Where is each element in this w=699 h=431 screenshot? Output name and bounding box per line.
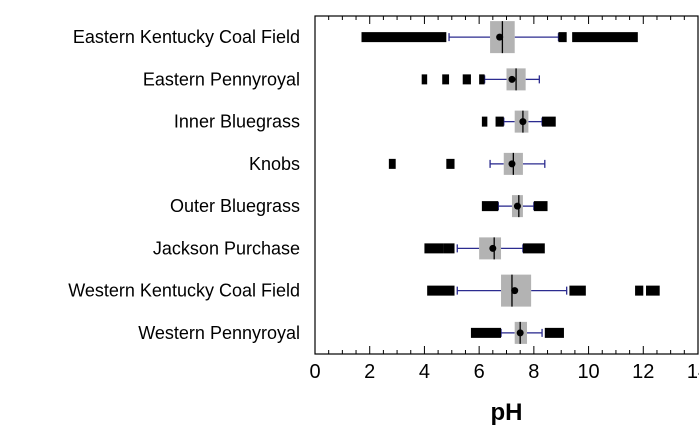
- category-label: Western Kentucky Coal Field: [68, 281, 300, 301]
- mean-marker: [519, 118, 527, 126]
- outlier-mark: [361, 32, 447, 43]
- mean-marker: [516, 329, 524, 337]
- x-tick-label: 6: [474, 361, 485, 383]
- outlier-mark: [446, 158, 455, 169]
- x-tick-label: 8: [528, 361, 539, 383]
- outlier-mark: [442, 74, 450, 85]
- outlier-mark: [443, 243, 455, 254]
- mean-marker: [508, 160, 516, 168]
- outlier-mark: [421, 74, 428, 85]
- category-label: Western Pennyroyal: [138, 323, 300, 343]
- outlier-mark: [544, 327, 564, 338]
- mean-marker: [489, 244, 497, 252]
- mean-marker: [513, 202, 521, 210]
- category-label: Jackson Purchase: [153, 238, 300, 258]
- x-tick-label: 0: [309, 361, 320, 383]
- outlier-mark: [569, 285, 586, 296]
- outlier-mark: [462, 74, 471, 85]
- outlier-mark: [470, 327, 502, 338]
- outlier-mark: [424, 243, 444, 254]
- category-label: Knobs: [249, 154, 300, 174]
- mean-marker: [511, 287, 519, 295]
- outlier-mark: [481, 116, 488, 127]
- outlier-mark: [481, 201, 499, 212]
- category-label: Eastern Pennyroyal: [143, 69, 300, 89]
- outlier-mark: [558, 32, 567, 43]
- x-tick-label: 10: [577, 361, 599, 383]
- x-tick-label: 14: [687, 361, 699, 383]
- x-axis-title: pH: [491, 399, 523, 426]
- outlier-mark: [542, 116, 556, 127]
- mean-marker: [496, 33, 504, 41]
- mean-marker: [508, 75, 516, 83]
- x-tick-label: 2: [364, 361, 375, 383]
- x-tick-label: 4: [419, 361, 430, 383]
- outlier-mark: [388, 158, 396, 169]
- category-label: Inner Bluegrass: [174, 112, 300, 132]
- outlier-mark: [427, 285, 455, 296]
- outlier-mark: [635, 285, 644, 296]
- outlier-mark: [646, 285, 660, 296]
- outlier-mark: [533, 201, 548, 212]
- outlier-mark: [522, 243, 545, 254]
- outlier-mark: [572, 32, 638, 43]
- category-label: Eastern Kentucky Coal Field: [73, 27, 300, 47]
- outlier-mark: [495, 116, 504, 127]
- outlier-mark: [479, 74, 485, 85]
- x-tick-label: 12: [632, 361, 654, 383]
- category-label: Outer Bluegrass: [170, 196, 300, 216]
